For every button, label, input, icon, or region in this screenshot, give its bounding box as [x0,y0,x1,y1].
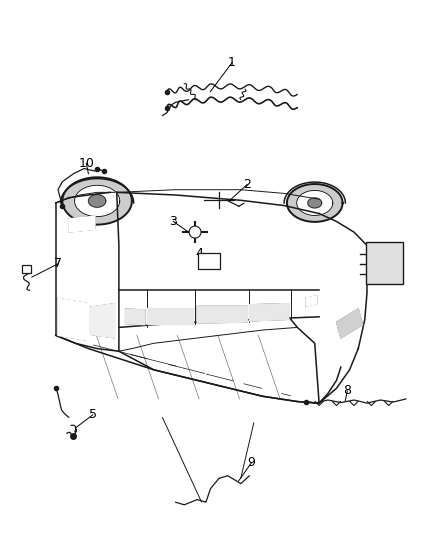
Text: 4: 4 [195,247,203,260]
Polygon shape [197,306,247,323]
Text: 7: 7 [54,257,62,270]
Text: 6: 6 [391,243,399,256]
Bar [198,253,220,269]
Polygon shape [147,308,193,324]
Bar [366,242,403,284]
Polygon shape [60,304,115,338]
Bar [21,265,32,273]
Text: 2: 2 [244,178,251,191]
Polygon shape [69,216,95,232]
Polygon shape [336,309,363,338]
Polygon shape [287,184,343,222]
Polygon shape [297,190,333,215]
Polygon shape [250,304,289,321]
Text: 8: 8 [343,384,351,398]
Polygon shape [308,198,321,208]
Polygon shape [74,185,120,216]
Polygon shape [62,177,132,224]
Polygon shape [58,298,88,341]
Polygon shape [306,296,317,306]
Polygon shape [88,195,106,207]
Circle shape [189,226,201,238]
Polygon shape [125,309,145,325]
Text: 10: 10 [78,157,94,169]
Text: 3: 3 [170,215,177,228]
Text: 1: 1 [228,56,236,69]
Text: 9: 9 [248,456,256,469]
Text: 5: 5 [89,408,97,421]
